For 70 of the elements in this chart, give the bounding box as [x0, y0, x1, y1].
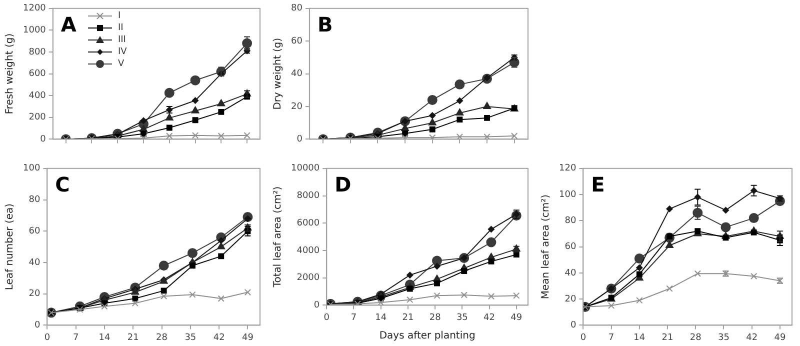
y-axis-title: Total leaf area (cm²) — [272, 186, 284, 288]
y-tick-label: 0 — [314, 300, 320, 311]
legend-label: I — [118, 10, 121, 22]
y-tick-label: 80 — [28, 195, 40, 206]
x-tick-label: 42 — [746, 332, 758, 343]
x-tick-label: 49 — [510, 312, 522, 323]
y-tick-label: 80 — [564, 216, 576, 226]
y-axis-title: Leaf number (ea) — [4, 203, 16, 290]
y-tick-label: 2000 — [296, 273, 320, 284]
y-tick-label: 4000 — [296, 246, 320, 256]
y-tick-label: 0 — [34, 320, 40, 331]
y-tick-label: 80 — [291, 4, 303, 14]
y-tick-label: 1200 — [23, 4, 46, 14]
y-tick-label: 800 — [28, 47, 46, 58]
y-tick-label: 100 — [558, 190, 576, 200]
chart-title: E — [591, 172, 605, 197]
x-tick-label: 7 — [72, 332, 79, 343]
y-axis-title: Dry weight (g) — [272, 38, 284, 110]
x-tick-label: 21 — [127, 332, 139, 343]
y-tick-label: 8000 — [296, 191, 320, 202]
y-tick-label: 60 — [564, 242, 576, 252]
chart-title: C — [55, 172, 70, 197]
x-tick-label: 49 — [242, 332, 254, 343]
y-tick-label: 100 — [22, 164, 40, 174]
x-tick-label: 0 — [324, 312, 330, 323]
y-tick-label: 6000 — [296, 218, 320, 228]
y-tick-label: 0 — [570, 320, 576, 331]
x-tick-label: 7 — [608, 332, 614, 343]
legend-label: V — [118, 58, 124, 70]
x-tick-label: 35 — [184, 332, 196, 343]
y-tick-label: 120 — [558, 164, 576, 174]
x-tick-label: 42 — [213, 332, 225, 343]
x-tick-label: 14 — [375, 312, 387, 323]
x-tick-label: 7 — [350, 312, 357, 323]
x-tick-label: 21 — [662, 332, 674, 343]
x-tick-label: 28 — [156, 332, 168, 343]
y-tick-label: 1000 — [23, 26, 46, 36]
y-tick-label: 0 — [296, 134, 303, 145]
y-tick-label: 60 — [28, 226, 40, 236]
y-axis-title: Fresh weight (g) — [4, 33, 16, 114]
x-tick-label: 28 — [429, 312, 442, 323]
chart-title: B — [317, 12, 333, 37]
y-tick-label: 200 — [28, 112, 46, 123]
x-tick-label: 35 — [718, 332, 730, 343]
y-tick-label: 20 — [28, 289, 40, 300]
y-tick-label: 40 — [291, 69, 303, 80]
y-tick-label: 0 — [40, 134, 46, 145]
legend-label: III — [118, 34, 126, 46]
y-tick-label: 40 — [564, 268, 576, 278]
x-axis-title: Days after planting — [379, 330, 476, 342]
x-tick-label: 42 — [484, 312, 495, 323]
y-tick-label: 10000 — [290, 164, 320, 174]
x-tick-label: 0 — [580, 332, 586, 343]
legend-label: II — [118, 22, 124, 34]
y-tick-label: 400 — [28, 90, 46, 101]
x-tick-label: 49 — [774, 332, 786, 343]
legend-label: IV — [118, 46, 127, 58]
chart-title: D — [334, 172, 352, 197]
y-tick-label: 60 — [291, 36, 303, 46]
y-tick-label: 600 — [28, 69, 46, 80]
y-axis-title: Mean leaf area (cm²) — [540, 194, 552, 300]
x-tick-label: 28 — [690, 332, 702, 343]
x-tick-label: 35 — [456, 312, 468, 323]
y-tick-label: 20 — [291, 102, 303, 112]
x-tick-label: 14 — [634, 332, 646, 343]
y-tick-label: 20 — [564, 294, 576, 304]
x-tick-label: 21 — [402, 312, 414, 323]
x-tick-label: 14 — [98, 332, 110, 343]
chart-title: A — [60, 12, 77, 37]
y-tick-label: 40 — [28, 258, 40, 268]
